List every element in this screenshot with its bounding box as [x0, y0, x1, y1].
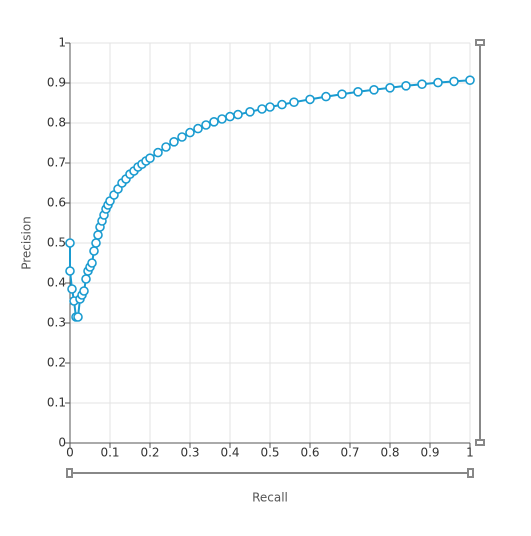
point	[185, 127, 195, 138]
point	[65, 238, 75, 248]
y-tick-label: 0.6	[47, 196, 66, 210]
point	[449, 76, 459, 87]
point	[79, 286, 89, 296]
point	[321, 91, 331, 102]
y-tick-label: 0.2	[47, 356, 66, 370]
point	[67, 284, 77, 294]
point	[433, 77, 443, 88]
point	[465, 75, 475, 85]
point	[65, 266, 75, 276]
x-tick-label: 0.5	[260, 446, 279, 460]
point	[91, 238, 101, 248]
x-tick-label: 0.3	[180, 446, 199, 460]
point	[265, 102, 275, 112]
point	[305, 94, 315, 105]
y-range-slider[interactable]	[475, 39, 485, 446]
point	[169, 137, 179, 147]
point	[153, 147, 163, 158]
x-tick-label: 0.2	[140, 446, 159, 460]
x-tick-label: 0.4	[220, 446, 239, 460]
point	[81, 274, 91, 284]
point	[369, 85, 379, 95]
point	[193, 123, 203, 134]
x-tick-label: 0	[66, 446, 74, 460]
point	[385, 83, 395, 93]
point	[245, 107, 255, 117]
y-tick-label: 0.1	[47, 396, 66, 410]
point	[233, 109, 243, 120]
point	[209, 117, 219, 127]
y-tick-label: 0.3	[47, 316, 66, 330]
point	[87, 258, 97, 268]
y-tick-label: 0	[58, 436, 66, 450]
point	[177, 132, 187, 142]
y-tick-label: 1	[58, 36, 66, 50]
x-axis-title: Recall	[252, 491, 288, 505]
x-range-slider[interactable]	[66, 468, 474, 478]
point	[73, 312, 83, 322]
point	[201, 120, 211, 130]
point	[277, 99, 287, 110]
point	[353, 87, 363, 97]
x-tick-label: 0.9	[420, 446, 439, 460]
point	[401, 81, 411, 91]
point	[257, 104, 267, 114]
point	[289, 97, 299, 107]
point	[337, 89, 347, 99]
slider-handle[interactable]	[467, 468, 474, 478]
slider-handle[interactable]	[66, 468, 73, 478]
x-tick-label: 0.8	[380, 446, 399, 460]
y-tick-label: 0.9	[47, 76, 66, 90]
y-axis-title: Precision	[20, 216, 34, 270]
point	[89, 246, 99, 256]
y-tick-label: 0.4	[47, 276, 66, 290]
point	[417, 79, 427, 89]
slider-handle[interactable]	[475, 439, 485, 446]
x-tick-label: 0.1	[100, 446, 119, 460]
point	[93, 230, 103, 240]
slider-handle[interactable]	[475, 39, 485, 46]
y-tick-label: 0.7	[47, 156, 66, 170]
x-tick-label: 0.7	[340, 446, 359, 460]
x-tick-label: 1	[466, 446, 474, 460]
y-tick-label: 0.8	[47, 116, 66, 130]
point	[217, 114, 227, 124]
y-tick-label: 0.5	[47, 236, 66, 250]
x-tick-label: 0.6	[300, 446, 319, 460]
point	[225, 111, 235, 122]
point	[145, 153, 155, 163]
point	[161, 142, 171, 152]
